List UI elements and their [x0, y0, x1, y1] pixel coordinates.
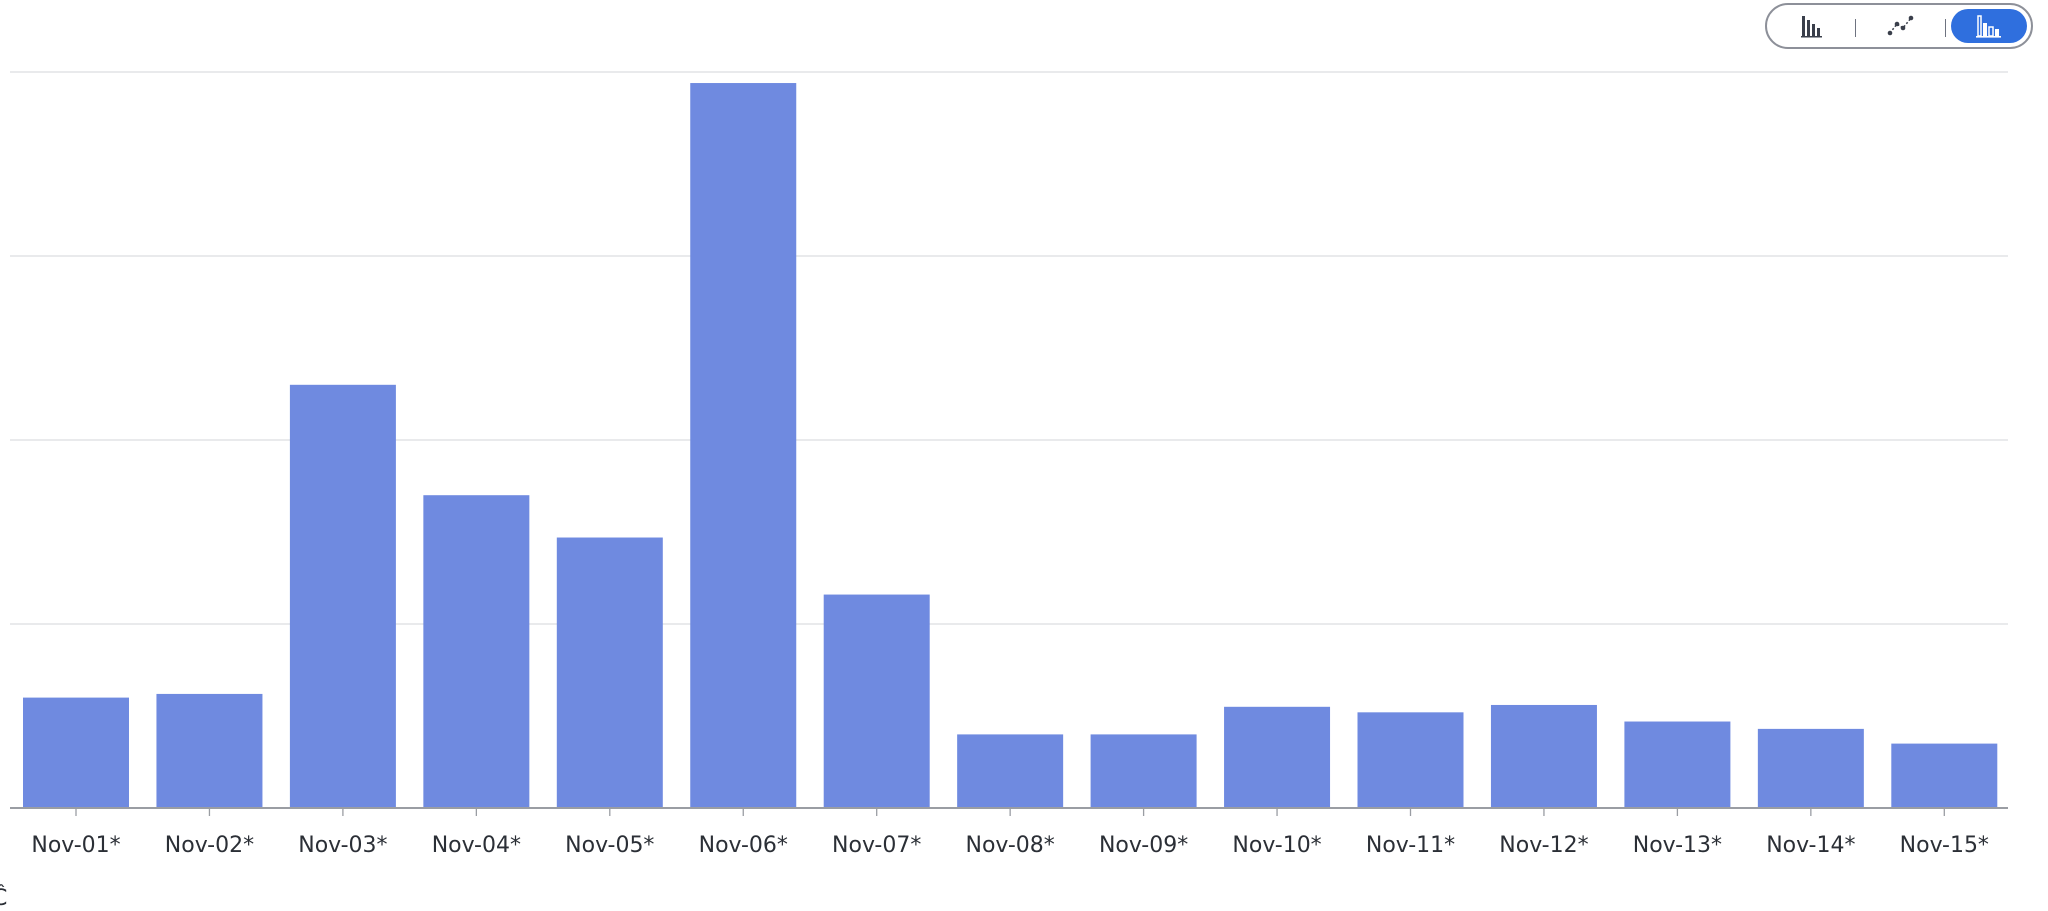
x-axis: Nov-01* Nov-02* Nov-03* Nov-04* Nov-05* Nov-0…: [10, 807, 2008, 858]
bar-nov-07[interactable]: [823, 594, 930, 808]
bar-nov-08[interactable]: [957, 734, 1064, 808]
line-chart-button[interactable]: [1861, 9, 1941, 43]
x-tick-label: Nov-07*: [832, 833, 921, 858]
bar-nov-11[interactable]: [1357, 712, 1464, 808]
x-tick-label: Nov-02*: [165, 833, 254, 858]
toggle-separator: [1945, 19, 1946, 37]
bar-nov-09[interactable]: [1090, 734, 1197, 808]
x-tick-label: Nov-14*: [1766, 833, 1855, 858]
x-tick-label: Nov-10*: [1232, 833, 1321, 858]
x-tick-label: Nov-11*: [1366, 833, 1455, 858]
bar-nov-02[interactable]: [156, 693, 263, 808]
x-tick-label: Nov-15*: [1900, 833, 1989, 858]
x-tick-label: Nov-04*: [432, 833, 521, 858]
toggle-separator: [1855, 19, 1856, 37]
bar-chart-icon: [1801, 16, 1822, 38]
corner-glyph: Ĉ: [0, 888, 7, 910]
bar-chart-button[interactable]: [1773, 9, 1853, 43]
bar-nov-15[interactable]: [1891, 743, 1998, 808]
stacked-bar-chart-icon: [1976, 15, 2001, 38]
chart-type-toggle: [1765, 3, 2033, 49]
bars: [23, 83, 1998, 809]
x-tick-label: Nov-05*: [565, 833, 654, 858]
bar-nov-12[interactable]: [1490, 704, 1597, 808]
bar-nov-01[interactable]: [23, 697, 129, 808]
x-tick-label: Nov-12*: [1499, 833, 1588, 858]
bar-nov-13[interactable]: [1624, 721, 1731, 808]
x-tick-label: Nov-03*: [298, 833, 387, 858]
bar-nov-05[interactable]: [556, 537, 663, 808]
bar-nov-06[interactable]: [690, 83, 797, 809]
x-tick-label: Nov-09*: [1099, 833, 1188, 858]
x-tick-label: Nov-01*: [31, 833, 120, 858]
bar-nov-03[interactable]: [289, 384, 396, 808]
bar-nov-10[interactable]: [1224, 706, 1331, 808]
x-tick-label: Nov-08*: [966, 833, 1055, 858]
x-tick-label: Nov-06*: [699, 833, 788, 858]
stacked-bar-chart-button[interactable]: [1951, 9, 2027, 43]
bar-nov-14[interactable]: [1757, 728, 1864, 808]
bar-nov-04[interactable]: [423, 495, 530, 808]
x-tick-label: Nov-13*: [1633, 833, 1722, 858]
line-chart-icon: [1887, 15, 1914, 36]
